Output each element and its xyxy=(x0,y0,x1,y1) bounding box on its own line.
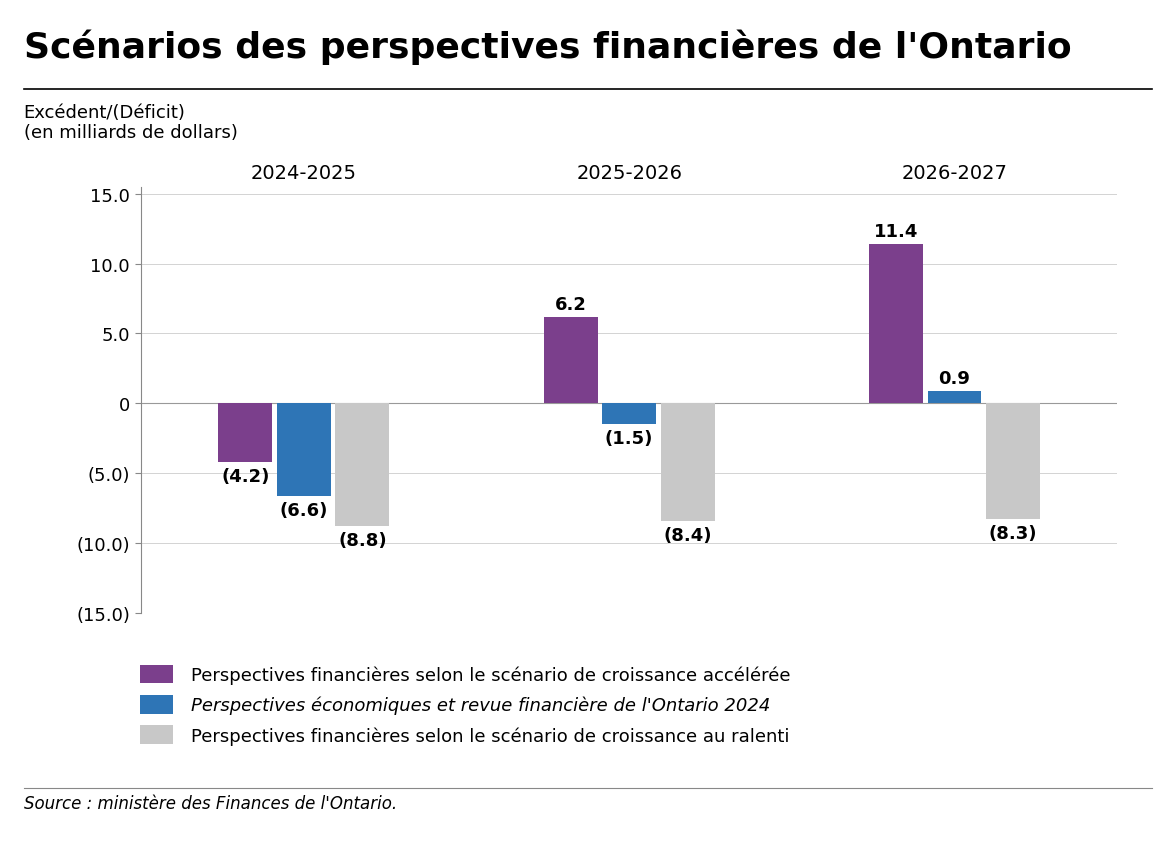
Text: (8.3): (8.3) xyxy=(989,525,1037,543)
Text: (1.5): (1.5) xyxy=(604,429,654,448)
Text: 6.2: 6.2 xyxy=(555,296,587,314)
Text: (6.6): (6.6) xyxy=(280,501,328,519)
Text: Excédent/(Déficit): Excédent/(Déficit) xyxy=(24,104,186,122)
Legend: Perspectives financières selon le scénario de croissance accélérée, Perspectives: Perspectives financières selon le scénar… xyxy=(140,665,790,745)
Text: (en milliards de dollars): (en milliards de dollars) xyxy=(24,124,238,141)
Bar xyxy=(219,404,272,463)
Text: 2024-2025: 2024-2025 xyxy=(250,164,356,183)
Text: 0.9: 0.9 xyxy=(938,370,970,388)
Bar xyxy=(276,404,330,496)
Text: (8.4): (8.4) xyxy=(663,527,711,544)
Text: (4.2): (4.2) xyxy=(221,468,269,486)
Bar xyxy=(602,404,656,425)
Bar xyxy=(661,404,715,521)
Bar xyxy=(543,317,597,404)
Bar xyxy=(928,391,982,404)
Text: (8.8): (8.8) xyxy=(338,532,387,550)
Text: Scénarios des perspectives financières de l'Ontario: Scénarios des perspectives financières d… xyxy=(24,30,1071,66)
Text: 2025-2026: 2025-2026 xyxy=(576,164,682,183)
Text: Source : ministère des Finances de l'Ontario.: Source : ministère des Finances de l'Ont… xyxy=(24,794,396,812)
Text: 11.4: 11.4 xyxy=(874,223,918,241)
Bar xyxy=(987,404,1040,520)
Bar xyxy=(335,404,389,527)
Text: 2026-2027: 2026-2027 xyxy=(902,164,1008,183)
Bar xyxy=(869,245,923,404)
